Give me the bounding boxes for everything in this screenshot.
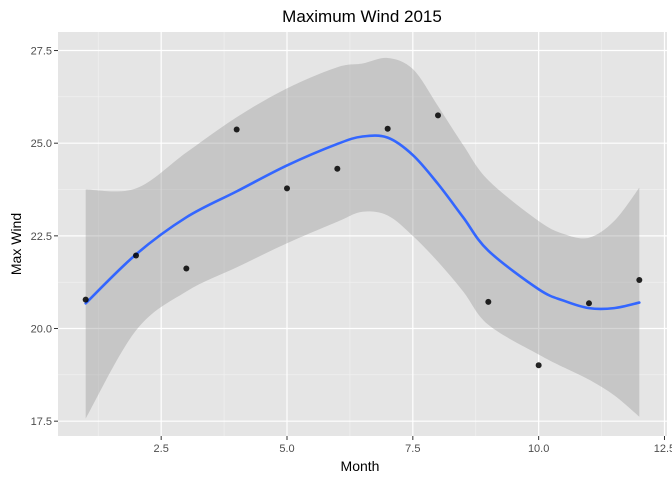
panel-background [58,32,667,436]
data-point [585,300,592,307]
confidence-ribbon [85,57,640,419]
y-tick-label: 20.0 [31,324,52,336]
x-tick-label: 2.5 [154,443,169,455]
x-tick-label: 7.5 [405,443,420,455]
y-tick-label: 17.5 [31,416,52,428]
x-tick-label: 10.0 [528,443,549,455]
y-tick-label: 25.0 [31,138,52,150]
data-point [384,125,391,132]
confidence-band [85,57,640,419]
data-point [636,276,643,283]
data-point [434,112,441,119]
data-point [183,265,190,272]
chart-title: Maximum Wind 2015 [282,7,442,26]
data-point [485,298,492,305]
y-tick-label: 27.5 [31,46,52,58]
x-tick-label: 12.5 [654,443,672,455]
smooth-line [84,134,641,311]
x-tick-label: 5.0 [279,443,294,455]
data-point [334,165,341,172]
y-axis: 17.5 20.0 22.5 25.0 27.5 [31,46,58,428]
data-point [82,296,89,303]
smooth-curve [84,134,641,311]
data-point [284,185,291,192]
x-axis-title: Month [341,458,380,474]
data-point [535,362,542,369]
data-points [82,112,643,369]
data-point [233,126,240,133]
plot-panel [58,32,667,436]
y-axis-title: Max Wind [8,213,24,275]
x-axis: 2.5 5.0 7.5 10.0 12.5 [154,436,672,455]
y-tick-label: 22.5 [31,231,52,243]
data-point [133,252,140,259]
